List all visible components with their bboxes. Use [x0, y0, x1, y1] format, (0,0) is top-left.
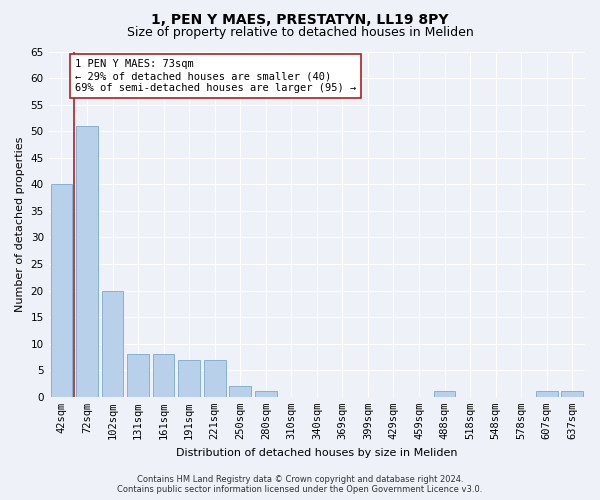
- Y-axis label: Number of detached properties: Number of detached properties: [15, 136, 25, 312]
- Bar: [127, 354, 149, 397]
- Bar: [50, 184, 72, 397]
- Bar: [178, 360, 200, 397]
- Text: Size of property relative to detached houses in Meliden: Size of property relative to detached ho…: [127, 26, 473, 39]
- Bar: [536, 392, 557, 397]
- Text: Contains HM Land Registry data © Crown copyright and database right 2024.
Contai: Contains HM Land Registry data © Crown c…: [118, 474, 482, 494]
- Bar: [562, 392, 583, 397]
- Bar: [255, 392, 277, 397]
- Bar: [101, 290, 124, 397]
- Bar: [434, 392, 455, 397]
- Bar: [229, 386, 251, 397]
- Text: 1, PEN Y MAES, PRESTATYN, LL19 8PY: 1, PEN Y MAES, PRESTATYN, LL19 8PY: [151, 12, 449, 26]
- X-axis label: Distribution of detached houses by size in Meliden: Distribution of detached houses by size …: [176, 448, 458, 458]
- Bar: [204, 360, 226, 397]
- Text: 1 PEN Y MAES: 73sqm
← 29% of detached houses are smaller (40)
69% of semi-detach: 1 PEN Y MAES: 73sqm ← 29% of detached ho…: [75, 60, 356, 92]
- Bar: [153, 354, 175, 397]
- Bar: [76, 126, 98, 397]
